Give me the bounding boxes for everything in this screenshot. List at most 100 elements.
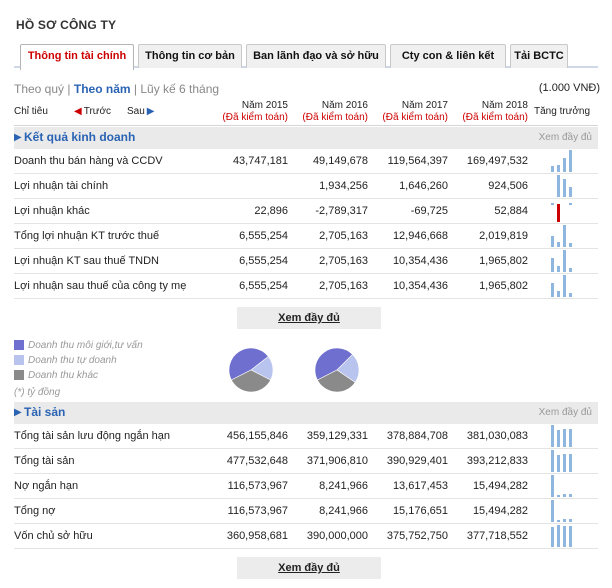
cell-value: 43,747,181 bbox=[232, 155, 288, 167]
tab-basic-info[interactable]: Thông tin cơ bản bbox=[138, 44, 242, 68]
cell-value: 2,705,163 bbox=[319, 255, 368, 267]
cell-value: 13,617,453 bbox=[392, 480, 448, 492]
cell-value: 924,506 bbox=[488, 180, 528, 192]
cell-value: 116,573,967 bbox=[227, 505, 288, 517]
see-more-link[interactable]: Xem đầy đủ bbox=[538, 132, 592, 143]
spark-bar bbox=[569, 519, 572, 522]
legend-item: Doanh thu môi giới,tư vấn bbox=[14, 340, 143, 355]
growth-sparkline bbox=[551, 450, 575, 472]
page-title: HỒ SƠ CÔNG TY bbox=[16, 18, 117, 32]
period-year-link[interactable]: Theo năm bbox=[73, 82, 131, 96]
row-label: Lợi nhuận khác bbox=[14, 205, 90, 217]
growth-sparkline bbox=[551, 275, 575, 297]
row-label: Tổng tài sản lưu động ngắn hạn bbox=[14, 430, 170, 442]
audit-label: (Đã kiểm toán) bbox=[462, 112, 528, 123]
spark-bar bbox=[569, 243, 572, 247]
cell-value: 378,884,708 bbox=[386, 430, 448, 442]
legend-swatch bbox=[14, 370, 24, 380]
row-label: Tổng tài sản bbox=[14, 455, 75, 467]
spark-bar bbox=[563, 519, 566, 522]
year-header: Năm 2018 (Đã kiểm toán) bbox=[450, 100, 528, 124]
period-quarter-link[interactable]: Theo quý bbox=[14, 82, 65, 96]
revenue-pie-chart bbox=[228, 347, 274, 393]
previous-button[interactable]: ◀ Trước bbox=[74, 106, 111, 117]
spark-bar bbox=[557, 175, 560, 197]
spark-bar bbox=[551, 203, 554, 205]
legend-swatch bbox=[14, 340, 24, 350]
cell-value: 8,241,966 bbox=[319, 505, 368, 517]
legend-swatch bbox=[14, 355, 24, 365]
spark-bar bbox=[557, 455, 560, 472]
cell-value: 52,884 bbox=[494, 205, 528, 217]
period-separator: | bbox=[133, 82, 137, 96]
see-all-button[interactable]: Xem đầy đủ bbox=[237, 307, 381, 329]
cell-value: 390,929,401 bbox=[386, 455, 448, 467]
see-more-link[interactable]: Xem đầy đủ bbox=[538, 407, 592, 418]
triangle-right-icon: ▶ bbox=[146, 106, 155, 117]
tab-bar: Thông tin tài chính Thông tin cơ bản Ban… bbox=[14, 44, 598, 70]
spark-bar bbox=[563, 454, 566, 472]
cell-value: 116,573,967 bbox=[227, 480, 288, 492]
legend-label: Doanh thu môi giới,tư vấn bbox=[28, 340, 143, 351]
row-label: Lợi nhuận KT sau thuế TNDN bbox=[14, 255, 159, 267]
spark-bar bbox=[563, 275, 566, 297]
cell-value: 6,555,254 bbox=[239, 280, 288, 292]
year-label: Năm 2017 bbox=[401, 100, 448, 111]
row-label: Vốn chủ sở hữu bbox=[14, 530, 93, 542]
pie-slice bbox=[228, 347, 269, 381]
growth-header: Tăng trưởng bbox=[534, 106, 591, 117]
spark-bar bbox=[563, 179, 566, 197]
revenue-legend: Doanh thu môi giới,tư vấn Doanh thu tự d… bbox=[14, 340, 143, 398]
row-label: Tổng lợi nhuận KT trước thuế bbox=[14, 230, 160, 242]
revenue-pie-chart bbox=[314, 347, 360, 393]
cell-value: 1,965,802 bbox=[479, 280, 528, 292]
period-ytd-link[interactable]: Lũy kế 6 tháng bbox=[140, 82, 220, 96]
spark-bar bbox=[569, 187, 572, 197]
cell-value: 6,555,254 bbox=[239, 230, 288, 242]
table-row: Doanh thu bán hàng và CCDV 43,747,181 49… bbox=[14, 149, 598, 174]
spark-bar bbox=[569, 526, 572, 547]
legend-item: Doanh thu tự doanh bbox=[14, 355, 143, 370]
period-selector: Theo quý | Theo năm | Lũy kế 6 tháng bbox=[14, 82, 219, 96]
cell-value: 1,934,256 bbox=[319, 180, 368, 192]
cell-value: 393,212,833 bbox=[466, 455, 528, 467]
next-label: Sau bbox=[127, 106, 145, 117]
tab-download-reports[interactable]: Tải BCTC bbox=[510, 44, 568, 68]
growth-sparkline bbox=[551, 175, 575, 197]
cell-value: 49,149,678 bbox=[312, 155, 368, 167]
audit-label: (Đã kiểm toán) bbox=[222, 112, 288, 123]
section-title: Tài sản bbox=[24, 405, 66, 419]
spark-bar bbox=[551, 236, 554, 247]
section-header-business-results: ▶ Kết quả kinh doanh Xem đầy đủ bbox=[14, 127, 598, 149]
cell-value: 8,241,966 bbox=[319, 480, 368, 492]
spark-bar bbox=[557, 242, 560, 247]
spark-bar bbox=[551, 258, 554, 272]
spark-bar bbox=[551, 500, 554, 522]
spark-bar bbox=[569, 268, 572, 272]
growth-sparkline bbox=[551, 475, 575, 497]
spark-bar bbox=[557, 266, 560, 272]
table-header: Chỉ tiêu ◀ Trước Sau ▶ Năm 2015 (Đã kiểm to… bbox=[14, 98, 598, 126]
section-header-assets: ▶ Tài sản Xem đầy đủ bbox=[14, 402, 598, 424]
row-label: Doanh thu bán hàng và CCDV bbox=[14, 155, 163, 167]
cell-value: 371,906,810 bbox=[306, 455, 368, 467]
pie-slice bbox=[314, 347, 353, 381]
cell-value: 12,946,668 bbox=[392, 230, 448, 242]
cell-value: 15,494,282 bbox=[472, 505, 528, 517]
cell-value: 390,000,000 bbox=[306, 530, 368, 542]
next-button[interactable]: Sau ▶ bbox=[127, 106, 155, 117]
legend-label: Doanh thu tự doanh bbox=[28, 355, 117, 366]
tab-subsidiaries[interactable]: Cty con & liên kết bbox=[390, 44, 506, 68]
cell-value: 10,354,436 bbox=[392, 255, 448, 267]
year-label: Năm 2016 bbox=[321, 100, 368, 111]
spark-bar-negative bbox=[557, 204, 560, 222]
spark-bar bbox=[563, 158, 566, 172]
cell-value: 359,129,331 bbox=[306, 430, 368, 442]
tab-financial-info[interactable]: Thông tin tài chính bbox=[20, 44, 134, 70]
indicator-header: Chỉ tiêu bbox=[14, 106, 48, 117]
growth-sparkline bbox=[551, 500, 575, 522]
tab-management-ownership[interactable]: Ban lãnh đạo và sở hữu bbox=[246, 44, 386, 68]
cell-value: 456,155,846 bbox=[226, 430, 288, 442]
see-all-button[interactable]: Xem đầy đủ bbox=[237, 557, 381, 579]
cell-value: 15,176,651 bbox=[392, 505, 448, 517]
